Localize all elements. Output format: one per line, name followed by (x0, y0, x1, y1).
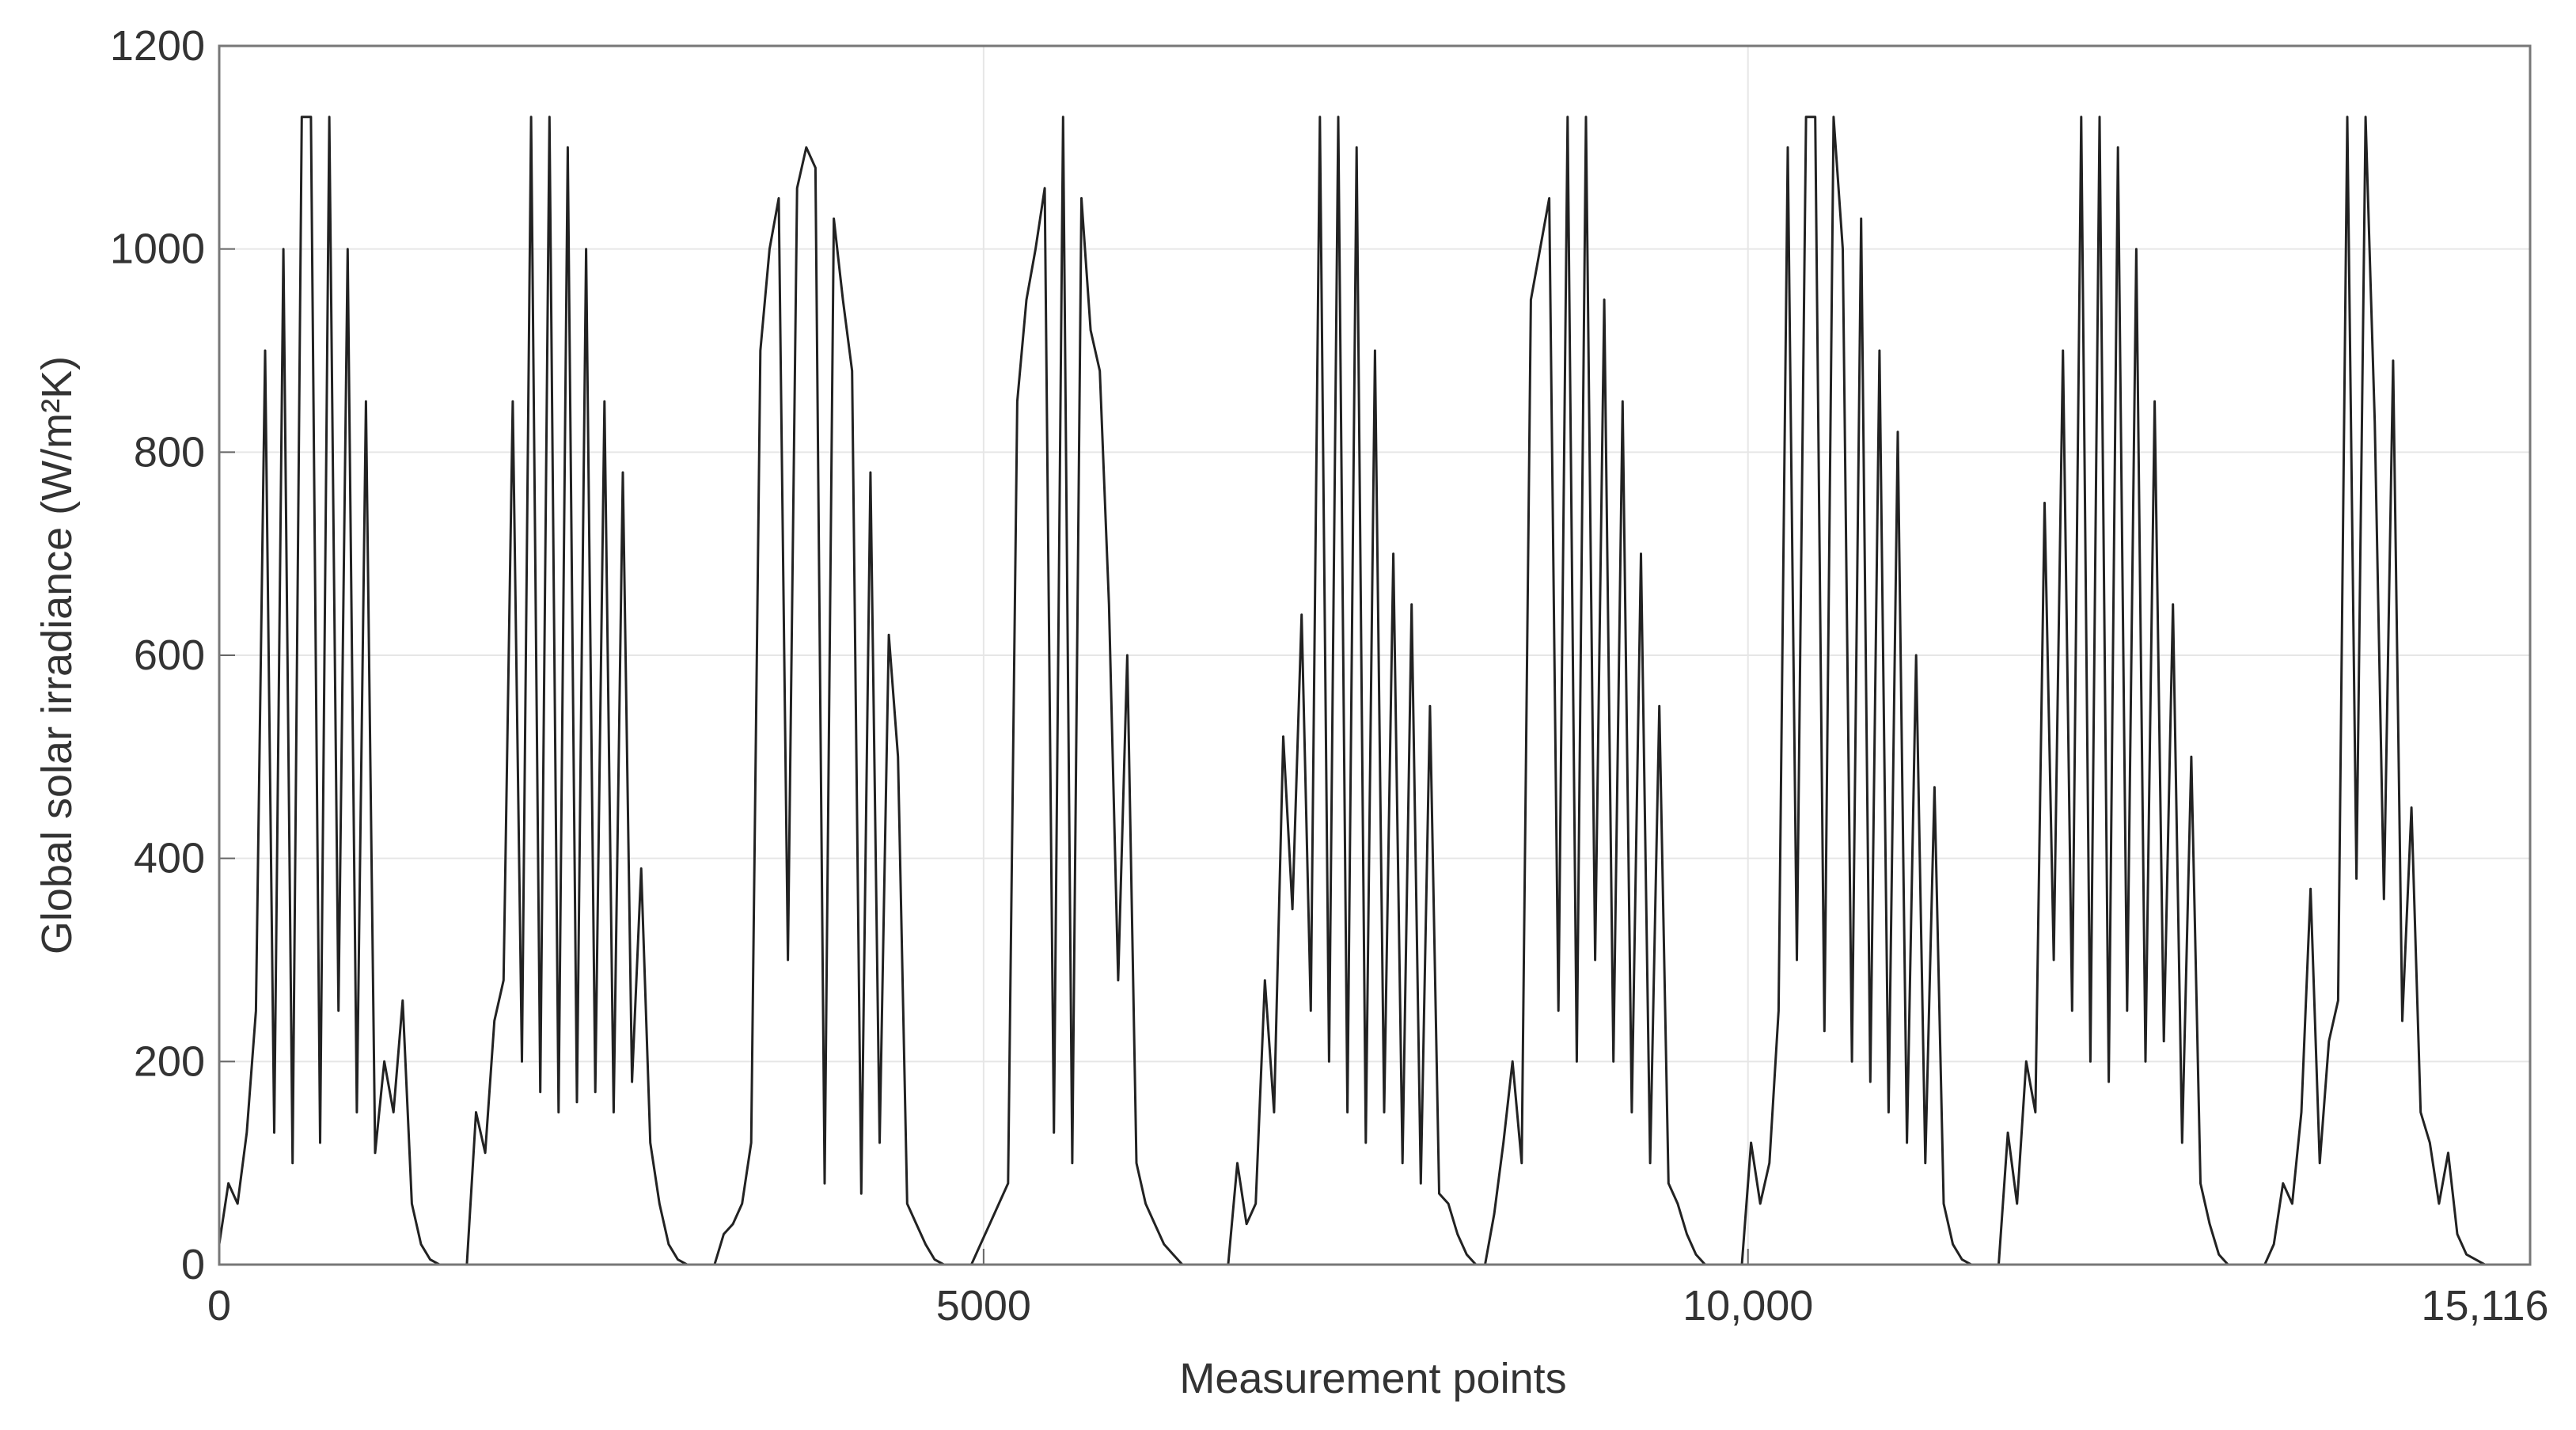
y-tick-label: 600 (134, 632, 205, 679)
y-tick-label: 0 (181, 1241, 205, 1288)
y-tick-label: 1000 (110, 226, 205, 273)
y-tick-label: 400 (134, 835, 205, 882)
plot-frame (218, 44, 2532, 1266)
x-tick-label: 5000 (936, 1282, 1031, 1329)
y-tick-label: 1200 (110, 22, 205, 70)
y-axis-label: Global solar irradiance (W/m²K) (33, 356, 81, 954)
x-axis-label: Measurement points (1179, 1355, 1566, 1402)
y-tick-label: 800 (134, 428, 205, 476)
x-tick-label: 10,000 (1683, 1282, 1813, 1329)
x-tick-label: 0 (207, 1282, 231, 1329)
x-tick-label: 15,116 (2421, 1282, 2548, 1329)
data-line (218, 116, 2522, 1266)
y-tick-label: 200 (134, 1037, 205, 1085)
